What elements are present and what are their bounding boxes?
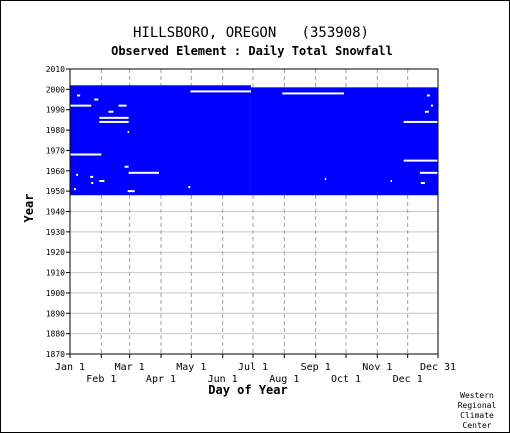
data-gap: [91, 182, 94, 184]
y-tick-label: 1870: [46, 350, 65, 359]
data-gap: [282, 92, 344, 95]
y-tick-label: 1920: [46, 248, 65, 257]
y-tick-label: 1900: [46, 289, 65, 298]
data-gap: [99, 179, 105, 182]
data-gap: [127, 131, 130, 134]
data-gap: [403, 159, 438, 162]
x-tick-label: Jan 1: [55, 362, 85, 373]
x-axis-label: Day of Year: [208, 383, 287, 397]
x-tick-label: Jun 1: [208, 374, 238, 385]
x-tick-label: Feb 1: [86, 374, 116, 385]
y-tick-label: 2010: [46, 65, 65, 74]
y-tick-label: 1960: [46, 167, 65, 176]
data-gap: [70, 153, 102, 156]
credit-line-3: Climate: [460, 411, 494, 420]
x-tick-label: Nov 1: [362, 362, 392, 373]
data-gap: [94, 98, 99, 101]
y-tick-label: 1910: [46, 269, 65, 278]
credit-line-2: Regional: [458, 401, 497, 410]
credit-line-4: Center: [463, 421, 492, 430]
y-axis-label: Year: [22, 194, 36, 223]
data-coverage-block: [70, 85, 251, 196]
data-gap: [74, 188, 77, 191]
data-gap: [419, 171, 438, 174]
y-tick-label: 1990: [46, 106, 65, 115]
data-gap: [108, 110, 114, 113]
data-gap: [403, 120, 438, 123]
x-tick-label: Mar 1: [115, 362, 145, 373]
y-tick-label: 1940: [46, 208, 65, 217]
chart-title: HILLSBORO, OREGON (353908): [133, 25, 369, 41]
data-gap: [128, 171, 159, 174]
data-gap: [420, 182, 425, 184]
data-coverage-block: [250, 87, 438, 196]
data-gap: [127, 190, 135, 193]
data-gap: [90, 175, 94, 178]
data-gap: [324, 177, 327, 180]
data-gap: [118, 104, 127, 107]
data-gap: [430, 104, 433, 107]
data-gap: [188, 186, 191, 189]
x-tick-label: Oct 1: [331, 374, 361, 385]
data-gap: [190, 90, 251, 93]
x-tick-label: Jul 1: [238, 362, 268, 373]
x-tick-label: Dec 1: [393, 374, 423, 385]
x-tick-label: Aug 1: [269, 374, 299, 385]
data-gap: [390, 179, 392, 182]
y-tick-label: 1890: [46, 309, 65, 318]
data-gap: [70, 104, 92, 107]
y-tick-label: 1930: [46, 228, 65, 237]
data-gap: [99, 116, 129, 119]
x-tick-label: Apr 1: [146, 374, 176, 385]
chart-subtitle: Observed Element : Daily Total Snowfall: [111, 44, 393, 58]
credit-line-1: Western: [460, 391, 494, 400]
y-tick-label: 1950: [46, 187, 65, 196]
data-gap: [424, 110, 429, 113]
data-gap: [76, 173, 79, 176]
credit-block: Western Regional Climate Center: [458, 391, 497, 430]
y-tick-label: 1880: [46, 330, 65, 339]
y-tick-label: 1980: [46, 126, 65, 135]
y-tick-label: 1970: [46, 146, 65, 155]
y-tick-label: 2000: [46, 85, 65, 94]
data-gap: [77, 94, 81, 97]
x-tick-label: Sep 1: [301, 362, 331, 373]
data-gap: [99, 120, 129, 123]
plot-area: 1870 1880 1890 1900 1910 1920 1930 1940 1950 1960…: [46, 65, 456, 385]
x-tick-label: Dec 31: [420, 362, 456, 373]
data-gap: [426, 94, 430, 97]
data-gap: [124, 165, 129, 168]
x-tick-label: May 1: [176, 362, 206, 373]
